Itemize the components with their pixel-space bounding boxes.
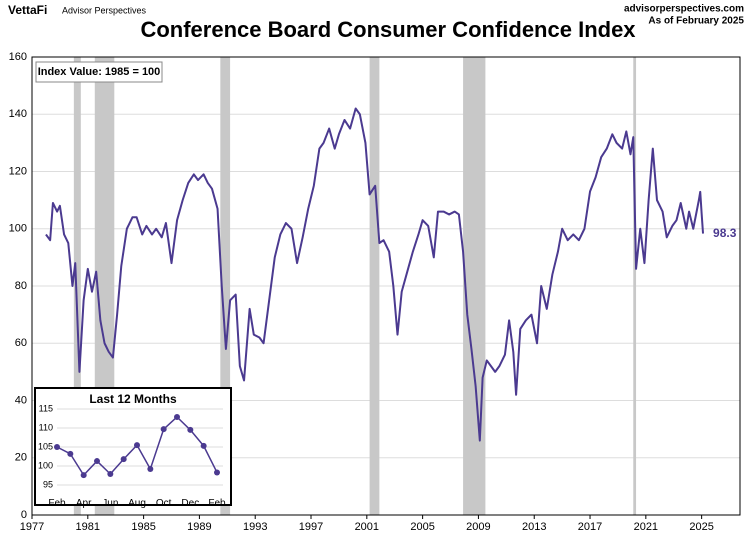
x-tick-label: 1977 [20, 521, 44, 533]
inset-title: Last 12 Months [89, 392, 177, 406]
x-tick-label: 2021 [634, 521, 658, 533]
inset-point [214, 469, 220, 476]
inset-y-tick-label: 110 [39, 422, 53, 432]
recession-band [73, 57, 81, 515]
end-value-label: 98.3 [713, 226, 737, 240]
inset-point [80, 472, 87, 479]
inset-point [120, 456, 127, 463]
inset-y-tick-label: 95 [43, 479, 53, 489]
y-tick-label: 80 [15, 280, 27, 292]
inset-point [200, 442, 207, 449]
x-tick-label: 2013 [522, 521, 546, 533]
x-tick-label: 2009 [466, 521, 490, 533]
as-of: As of February 2025 [648, 16, 744, 27]
inset-x-tick-label: Aug [128, 498, 146, 509]
y-tick-label: 120 [9, 165, 27, 177]
inset-x-tick-label: Feb [48, 498, 66, 509]
inset-point [67, 450, 74, 457]
y-tick-label: 40 [15, 394, 27, 406]
site: advisorperspectives.com [624, 4, 744, 15]
annotation: Index Value: 1985 = 100 [38, 66, 161, 78]
inset-point [174, 413, 180, 420]
plot-frame [31, 56, 741, 516]
x-tick-label: 1989 [187, 521, 211, 533]
inset-x-tick-label: Feb [208, 498, 226, 509]
recession-band [633, 57, 637, 515]
recession-band [463, 57, 486, 515]
inset-point [94, 458, 100, 465]
data-line [45, 107, 705, 442]
x-tick-label: 1997 [299, 521, 323, 533]
inset-x-tick-label: Dec [181, 498, 199, 509]
y-tick-label: 0 [21, 509, 27, 521]
recession-band [220, 57, 231, 515]
brand-sub: Advisor Perspectives [62, 5, 147, 15]
recession-band [369, 57, 380, 515]
x-tick-label: 1981 [76, 521, 100, 533]
inset-x-tick-label: Jun [102, 498, 118, 509]
x-tick-label: 2025 [689, 521, 713, 533]
inset-x-tick-label: Oct [156, 498, 172, 509]
annotation-box [35, 61, 163, 83]
inset-point [187, 426, 194, 433]
y-tick-label: 140 [9, 108, 27, 120]
x-tick-label: 1993 [243, 521, 267, 533]
x-tick-label: 2017 [578, 521, 602, 533]
x-tick-label: 2005 [410, 521, 434, 533]
chart-title: Conference Board Consumer Confidence Ind… [140, 17, 636, 42]
inset-y-tick-label: 115 [39, 403, 53, 413]
inset-y-tick-label: 105 [38, 441, 53, 451]
inset-point [134, 442, 140, 449]
inset-point [160, 426, 167, 433]
inset-x-tick-label: Apr [76, 498, 92, 509]
y-tick-label: 160 [9, 51, 27, 63]
brand: VettaFi [8, 3, 47, 17]
y-tick-label: 20 [15, 452, 27, 464]
y-tick-label: 100 [9, 223, 27, 235]
x-tick-label: 1985 [131, 521, 155, 533]
inset-point [54, 444, 60, 450]
y-tick-label: 60 [15, 337, 27, 349]
x-tick-label: 2001 [355, 521, 379, 533]
inset-point [147, 466, 154, 473]
inset-point [107, 470, 114, 477]
inset-y-tick-label: 100 [38, 460, 53, 470]
